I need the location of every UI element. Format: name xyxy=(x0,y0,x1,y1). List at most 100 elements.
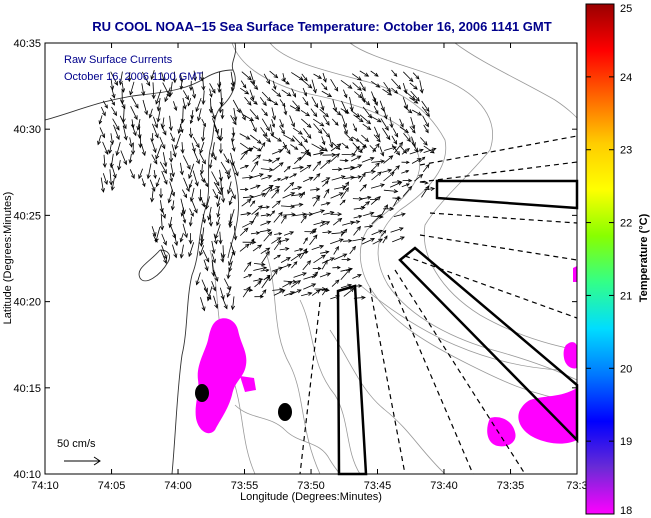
current-vector xyxy=(249,80,259,91)
current-vector xyxy=(421,100,430,113)
current-vector xyxy=(161,171,168,185)
current-vector xyxy=(191,142,196,153)
current-vector xyxy=(313,73,322,79)
current-vector xyxy=(282,212,296,217)
y-axis-label: Latitude (Degrees:Minutes) xyxy=(2,192,14,325)
current-vector xyxy=(370,195,381,205)
current-vector xyxy=(293,272,307,278)
coastline-inlet xyxy=(138,249,171,282)
current-vector xyxy=(289,115,295,128)
current-vector xyxy=(301,135,309,143)
current-vector xyxy=(332,167,343,172)
current-vector xyxy=(279,238,290,243)
current-vector xyxy=(172,71,177,84)
current-vector xyxy=(239,133,251,140)
current-vector xyxy=(321,127,331,138)
current-vector xyxy=(391,135,398,145)
current-vector xyxy=(311,271,319,279)
current-vector xyxy=(230,296,236,311)
current-vector xyxy=(279,247,290,251)
current-vector xyxy=(313,123,323,134)
current-vector xyxy=(414,173,424,182)
current-vector xyxy=(283,231,295,236)
current-vector xyxy=(321,177,331,183)
current-vector xyxy=(292,165,305,170)
current-vector xyxy=(292,202,304,207)
current-vector xyxy=(280,204,296,209)
current-vector xyxy=(159,200,164,213)
current-vector xyxy=(289,105,301,112)
current-vector xyxy=(263,73,271,85)
current-vector xyxy=(353,205,366,211)
current-vector xyxy=(422,163,430,173)
current-vector xyxy=(383,171,395,182)
current-vector xyxy=(352,82,362,91)
current-vector xyxy=(249,97,258,105)
current-vector xyxy=(197,108,202,122)
current-vector xyxy=(362,106,373,119)
current-vector xyxy=(152,142,157,154)
current-vector xyxy=(269,99,279,106)
current-vector xyxy=(311,289,321,296)
current-vector xyxy=(218,143,223,154)
current-vector xyxy=(411,109,423,116)
current-vector xyxy=(350,155,362,162)
current-vector xyxy=(192,170,199,187)
current-vector xyxy=(244,96,252,106)
current-vector xyxy=(213,233,218,245)
current-vector xyxy=(251,211,259,224)
current-vector xyxy=(419,80,424,94)
current-vector xyxy=(102,154,107,169)
current-vector xyxy=(260,268,270,273)
current-vector xyxy=(301,118,312,128)
current-vector xyxy=(389,181,403,188)
current-vector xyxy=(213,270,219,282)
current-vector xyxy=(423,145,435,154)
x-tick-label: 73:3 xyxy=(566,480,587,492)
current-vector xyxy=(359,81,366,92)
current-vector xyxy=(364,224,374,229)
current-vector xyxy=(330,212,343,217)
annotation-currents-label: Raw Surface Currents xyxy=(64,54,173,66)
scale-arrow xyxy=(64,456,101,466)
current-vector xyxy=(371,91,377,104)
surface-current-vectors xyxy=(97,69,437,312)
current-vector xyxy=(322,72,327,83)
contour-line xyxy=(264,249,321,475)
current-vector xyxy=(273,239,282,251)
sector-line xyxy=(387,274,474,475)
current-vector xyxy=(205,196,210,210)
current-vector xyxy=(159,188,163,199)
current-vector xyxy=(342,181,350,191)
current-vector xyxy=(319,145,328,152)
y-tick-label: 40:25 xyxy=(13,210,41,222)
current-vector xyxy=(409,126,416,134)
current-vector xyxy=(289,289,302,296)
current-vector xyxy=(210,106,216,120)
colorbar-label: Temperature (°C) xyxy=(638,213,650,302)
current-vector xyxy=(379,100,385,112)
x-axis-label: Longitude (Degrees:Minutes) xyxy=(240,491,382,503)
contour-line xyxy=(349,42,578,351)
current-vector xyxy=(370,70,379,77)
current-vector xyxy=(303,283,317,290)
current-vector xyxy=(228,195,233,206)
current-vector xyxy=(250,231,261,235)
current-vector xyxy=(219,287,225,301)
current-vector xyxy=(261,108,268,117)
current-vector xyxy=(340,228,348,237)
current-vector xyxy=(401,148,411,155)
current-vector xyxy=(148,108,153,119)
current-vector xyxy=(343,125,348,135)
current-vector xyxy=(282,281,293,288)
current-vector xyxy=(260,220,272,226)
current-vector xyxy=(208,214,213,227)
current-vector xyxy=(312,160,322,172)
current-vector xyxy=(393,212,406,217)
colorbar-tick-label: 18 xyxy=(620,505,632,517)
current-vector xyxy=(310,108,318,118)
colorbar-tick-label: 23 xyxy=(620,145,632,157)
current-vector xyxy=(291,72,304,81)
current-vector xyxy=(373,134,381,143)
current-vector xyxy=(333,245,339,255)
